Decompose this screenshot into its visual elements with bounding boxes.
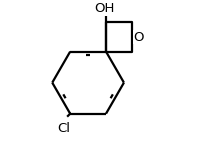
Text: Cl: Cl [58,122,71,135]
Text: OH: OH [94,2,115,15]
Text: O: O [134,30,144,43]
